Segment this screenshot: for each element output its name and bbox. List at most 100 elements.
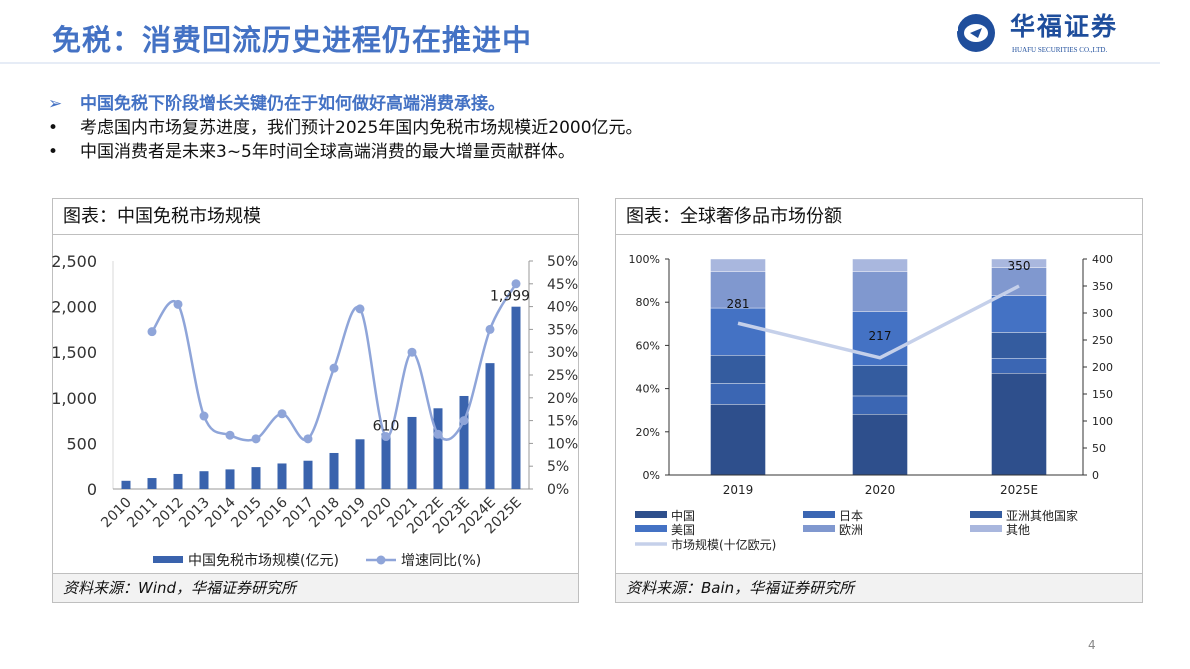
legend-label: 中国 [671, 508, 695, 523]
market-size-line [737, 284, 1020, 360]
growth-point [147, 327, 157, 337]
y-left-tick-label: 40% [636, 383, 660, 396]
bar-2018 [329, 452, 339, 489]
y-right-tick-label: 250 [1092, 334, 1113, 347]
bar-segment-2020 [852, 414, 908, 476]
bullet-item: • 考虑国内市场复苏进度，我们预计2025年国内免税市场规模近2000亿元。 [48, 116, 643, 140]
bar-segment-2025E [991, 332, 1047, 359]
bar-segment-2020 [852, 258, 908, 272]
y-right-tick-label: 300 [1092, 307, 1113, 320]
growth-point [251, 434, 261, 444]
growth-point [199, 411, 209, 421]
right-chart-source: 资料来源：Bain，华福证券研究所 [616, 573, 1142, 602]
legend-bar-swatch [153, 556, 183, 563]
y-left-tick-label: 500 [66, 434, 97, 453]
page-number: 4 [1088, 638, 1096, 652]
arrow-bullet-icon: ➢ [48, 94, 63, 114]
bar-2012 [173, 473, 183, 489]
legend-swatch [803, 525, 835, 532]
y-right-tick-label: 400 [1092, 253, 1113, 266]
y-right-tick-label: 20% [547, 391, 578, 407]
y-right-tick-label: 200 [1092, 361, 1113, 374]
dot-bullet-icon: • [48, 118, 59, 138]
y-left-tick-label: 60% [636, 339, 660, 352]
legend-label: 亚洲其他国家 [1006, 508, 1078, 523]
bar-2015 [251, 467, 261, 489]
dot-bullet-icon: • [48, 142, 59, 162]
y-right-tick-label: 40% [547, 300, 578, 316]
growth-point [407, 347, 417, 357]
legend-label: 其他 [1006, 523, 1030, 537]
growth-point [459, 416, 469, 426]
y-left-tick-label: 2,000 [51, 298, 97, 317]
huafu-logo-icon [948, 14, 995, 52]
legend-swatch [803, 511, 835, 518]
bar-segment-2025E [991, 358, 1047, 374]
growth-point [303, 434, 313, 444]
growth-point [329, 363, 339, 373]
y-left-tick-label: 2,500 [51, 252, 97, 271]
y-right-tick-label: 15% [547, 414, 578, 430]
y-right-tick-label: 25% [547, 368, 578, 384]
data-label: 281 [727, 297, 750, 311]
legend-swatch [970, 511, 1002, 518]
y-right-tick-label: 45% [547, 277, 578, 293]
y-right-tick-label: 50% [547, 254, 578, 270]
y-right-tick-label: 150 [1092, 388, 1113, 401]
bar-segment-2019 [710, 404, 766, 476]
logo-text: 华福证券 [1010, 12, 1119, 41]
bar-2010 [121, 480, 131, 489]
data-label: 1,999 [490, 289, 530, 305]
data-label: 350 [1008, 259, 1031, 273]
legend-swatch [635, 525, 667, 532]
y-right-tick-label: 30% [547, 345, 578, 361]
logo-subtext: HUAFU SECURITIES CO.,LTD. [1012, 46, 1108, 54]
legend-swatch [970, 525, 1002, 532]
data-label: 610 [373, 418, 400, 434]
growth-point [173, 299, 183, 309]
bar-segment-2019 [710, 271, 766, 309]
y-left-tick-label: 20% [636, 426, 660, 439]
growth-point [433, 429, 443, 439]
bar-segment-2019 [710, 355, 766, 384]
legend-bar-label: 中国免税市场规模(亿元) [188, 552, 339, 569]
bullet-item: ➢ 中国免税下阶段增长关键仍在于如何做好高端消费承接。 [48, 92, 643, 116]
bar-2024E [485, 363, 495, 489]
bar-segment-2019 [710, 307, 766, 356]
bar-segment-2020 [852, 271, 908, 312]
growth-point [277, 409, 287, 419]
bullet-text: 考虑国内市场复苏进度，我们预计2025年国内免税市场规模近2000亿元。 [80, 118, 643, 138]
bar-segment-2019 [710, 258, 766, 272]
growth-point [225, 430, 235, 440]
growth-point [511, 279, 521, 289]
x-tick-label: 2019 [723, 483, 754, 497]
legend-line-label: 市场规模(十亿欧元) [671, 537, 776, 552]
legend-label: 日本 [839, 509, 863, 523]
bar-2013 [199, 471, 209, 489]
y-left-tick-label: 0 [87, 480, 97, 499]
left-chart-title: 图表：中国免税市场规模 [53, 199, 578, 235]
y-right-tick-label: 10% [547, 436, 578, 452]
bar-2011 [147, 478, 157, 489]
page-title: 免税：消费回流历史进程仍在推进中 [52, 23, 533, 57]
right-chart-title: 图表：全球奢侈品市场份额 [616, 199, 1142, 235]
growth-line [150, 283, 518, 442]
bar-2025E [511, 306, 521, 489]
x-tick-label: 2025E [1000, 483, 1038, 497]
bullet-text: 中国消费者是未来3~5年时间全球高端消费的最大增量贡献群体。 [80, 142, 575, 162]
y-left-tick-label: 100% [629, 253, 660, 266]
growth-point [485, 324, 495, 334]
y-right-tick-label: 100 [1092, 415, 1113, 428]
y-right-tick-label: 35% [547, 322, 578, 338]
bar-segment-2025E [991, 373, 1047, 476]
bar-2014 [225, 469, 235, 489]
y-left-tick-label: 1,000 [51, 389, 97, 408]
bar-2023E [459, 395, 469, 489]
bar-segment-2020 [852, 365, 908, 397]
left-chart-source: 资料来源：Wind，华福证券研究所 [53, 573, 578, 602]
legend-line-marker [376, 555, 386, 565]
data-label: 217 [869, 329, 892, 343]
y-right-tick-label: 350 [1092, 280, 1113, 293]
bar-2017 [303, 460, 313, 489]
